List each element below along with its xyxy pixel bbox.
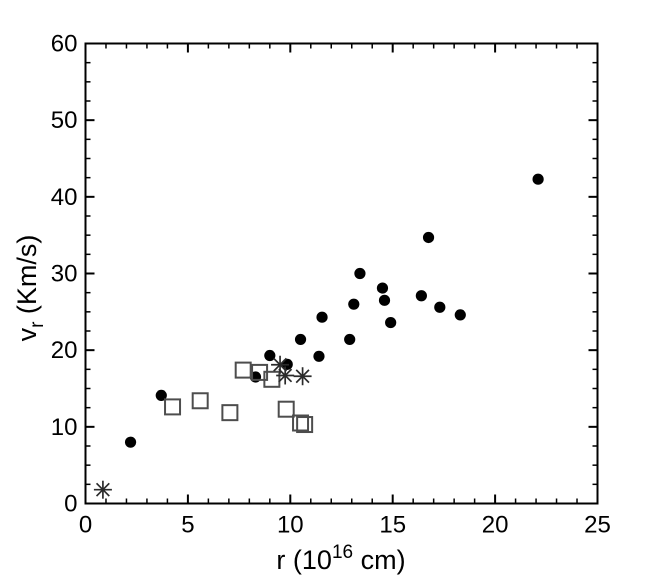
x-tick-label: 25 <box>584 512 611 539</box>
y-tick-label: 60 <box>51 31 78 58</box>
x-tick-label: 0 <box>79 512 92 539</box>
x-tick-label: 5 <box>181 512 194 539</box>
asterisk-stroke <box>295 369 310 384</box>
data-point-circle <box>316 311 328 323</box>
y-tick-label: 20 <box>51 337 78 364</box>
data-point-asterisk <box>93 480 112 499</box>
x-axis-label: r (1016 cm) <box>276 542 405 575</box>
data-point-circle <box>376 282 389 294</box>
x-axis-label-text: r (10 <box>276 545 332 575</box>
x-tick-label: 10 <box>277 512 304 539</box>
data-point-square <box>191 392 209 410</box>
data-point-square <box>277 400 295 418</box>
data-point-circle <box>385 316 397 329</box>
asterisk-stroke <box>273 357 288 372</box>
data-point-square <box>234 361 252 379</box>
data-point-circle <box>354 267 366 280</box>
y-tick-label: 0 <box>64 491 77 518</box>
x-tick-label: 20 <box>482 512 509 539</box>
data-points <box>93 173 544 499</box>
data-point-circle <box>124 436 137 448</box>
y-tick-label: 50 <box>51 107 78 134</box>
y-axis-label-unit: (Km/s) <box>12 235 42 322</box>
asterisk-stroke <box>95 482 110 497</box>
data-point-circle <box>264 349 276 362</box>
x-tick-label: 15 <box>379 512 406 539</box>
y-tick-label: 10 <box>51 414 78 441</box>
y-axis-label-subscript: r <box>27 321 48 328</box>
data-point-circle <box>415 290 427 302</box>
axis-tick-labels: 0 5 10 15 20 25 0 10 20 30 40 50 60 <box>51 31 611 539</box>
data-point-asterisk <box>276 366 295 385</box>
data-point-circle <box>378 294 391 306</box>
data-point-circle <box>155 389 167 401</box>
plot-area <box>84 42 599 505</box>
data-point-square <box>263 370 281 388</box>
y-axis-label: vr (Km/s) <box>12 235 48 342</box>
asterisk-stroke <box>278 368 293 383</box>
y-tick-label: 40 <box>51 184 78 211</box>
data-point-square <box>292 414 310 432</box>
y-tick-label: 30 <box>51 261 78 288</box>
data-point-square <box>221 404 239 422</box>
axis-ticks <box>84 42 599 505</box>
data-point-circle <box>532 173 544 185</box>
data-point-circle <box>454 309 466 321</box>
data-point-circle <box>344 333 356 346</box>
x-axis-label-unit: cm) <box>353 545 405 575</box>
data-point-circle <box>422 231 435 244</box>
data-point-square <box>296 416 314 434</box>
x-axis-label-exponent: 16 <box>332 542 353 563</box>
data-point-asterisk <box>293 367 312 386</box>
y-axis-label-symbol: v <box>12 327 42 341</box>
data-point-circle <box>348 298 360 310</box>
data-point-square <box>164 398 182 416</box>
data-point-circle <box>434 301 446 313</box>
data-point-circle <box>313 350 325 362</box>
data-point-circle <box>294 333 307 346</box>
data-point-asterisk <box>271 355 290 374</box>
